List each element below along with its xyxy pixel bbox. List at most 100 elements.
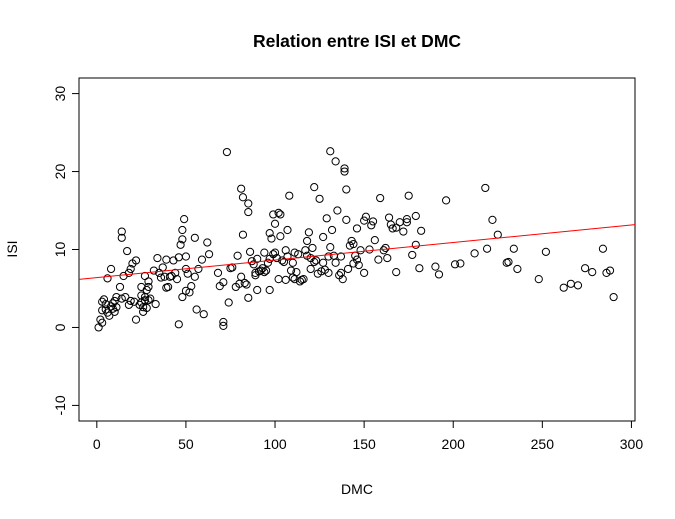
x-tick-label: 0 bbox=[93, 436, 101, 452]
x-tick-label: 200 bbox=[442, 436, 466, 452]
data-point bbox=[119, 271, 128, 281]
data-point bbox=[117, 227, 126, 236]
data-point bbox=[137, 282, 146, 292]
data-point bbox=[219, 278, 228, 287]
data-point bbox=[292, 268, 301, 277]
data-point bbox=[117, 294, 126, 303]
data-point bbox=[272, 253, 281, 263]
data-point bbox=[588, 268, 597, 277]
x-tick-label: 250 bbox=[531, 436, 555, 452]
data-point bbox=[488, 215, 497, 224]
data-point bbox=[172, 275, 182, 284]
data-point bbox=[158, 263, 167, 272]
data-point bbox=[541, 247, 550, 256]
data-point bbox=[581, 264, 590, 273]
data-point bbox=[192, 305, 201, 314]
data-point bbox=[450, 260, 460, 269]
data-point bbox=[331, 258, 340, 267]
data-point bbox=[260, 268, 269, 277]
data-point bbox=[178, 225, 187, 235]
data-point bbox=[224, 298, 233, 307]
data-point bbox=[493, 230, 502, 239]
data-point bbox=[144, 282, 153, 292]
data-point bbox=[402, 218, 411, 227]
data-point bbox=[117, 233, 126, 242]
data-point bbox=[110, 307, 119, 316]
data-point bbox=[310, 257, 319, 267]
data-point bbox=[162, 255, 171, 264]
data-point bbox=[278, 256, 287, 265]
data-point bbox=[326, 243, 335, 252]
data-point bbox=[144, 277, 153, 286]
data-point bbox=[276, 232, 285, 241]
data-point bbox=[352, 224, 362, 233]
x-axis: 0 50 100 150 200 250 300 bbox=[93, 420, 643, 452]
data-point bbox=[112, 303, 121, 312]
y-tick-label: 10 bbox=[52, 242, 68, 258]
data-point bbox=[404, 191, 413, 200]
data-point bbox=[509, 244, 518, 253]
data-point bbox=[417, 226, 426, 235]
x-tick-label: 100 bbox=[263, 436, 287, 452]
data-point bbox=[383, 253, 392, 263]
data-point bbox=[329, 251, 338, 260]
data-point bbox=[106, 264, 116, 274]
data-point bbox=[384, 213, 394, 222]
data-point bbox=[333, 206, 342, 215]
data-point bbox=[146, 294, 155, 303]
data-point bbox=[513, 264, 522, 274]
data-point bbox=[219, 317, 228, 327]
data-point bbox=[244, 199, 253, 208]
data-point bbox=[245, 247, 255, 256]
y-axis-label: ISI bbox=[4, 240, 20, 257]
data-point bbox=[240, 278, 249, 288]
data-point bbox=[311, 256, 321, 265]
data-point bbox=[115, 282, 125, 292]
data-point bbox=[187, 282, 196, 291]
data-point bbox=[434, 270, 444, 279]
data-point bbox=[140, 296, 150, 305]
data-point bbox=[374, 255, 383, 264]
data-point bbox=[283, 252, 292, 261]
data-point bbox=[98, 318, 107, 327]
data-point bbox=[105, 311, 114, 320]
data-point bbox=[340, 164, 349, 173]
data-point bbox=[176, 240, 185, 249]
data-point bbox=[470, 249, 479, 258]
data-point bbox=[262, 266, 271, 275]
data-point bbox=[153, 253, 162, 263]
data-point bbox=[559, 283, 568, 292]
data-point bbox=[238, 193, 248, 202]
data-point bbox=[190, 233, 199, 242]
data-point bbox=[123, 246, 132, 256]
data-point bbox=[356, 246, 365, 255]
data-point bbox=[331, 157, 340, 166]
data-point bbox=[324, 268, 333, 277]
data-point bbox=[124, 268, 133, 277]
data-point bbox=[415, 264, 424, 273]
data-point bbox=[319, 258, 328, 267]
data-point bbox=[256, 266, 265, 275]
chart-title: Relation entre ISI et DMC bbox=[253, 31, 461, 51]
data-point bbox=[336, 252, 346, 261]
data-point bbox=[324, 252, 333, 261]
data-point bbox=[504, 257, 513, 267]
y-tick-label: -10 bbox=[52, 395, 68, 415]
data-point bbox=[482, 244, 492, 253]
data-point bbox=[178, 235, 187, 244]
data-point bbox=[442, 196, 451, 205]
data-point bbox=[237, 272, 246, 281]
y-axis: -10 0 10 20 30 bbox=[52, 86, 80, 416]
data-point bbox=[197, 255, 207, 264]
data-point bbox=[244, 293, 253, 302]
data-point bbox=[219, 321, 228, 330]
data-point bbox=[322, 214, 331, 223]
data-point bbox=[110, 296, 119, 306]
data-point bbox=[151, 299, 160, 309]
data-point bbox=[343, 264, 353, 274]
data-point bbox=[379, 246, 388, 255]
data-point bbox=[180, 214, 189, 224]
data-point bbox=[260, 248, 269, 257]
data-point bbox=[360, 216, 369, 225]
data-point bbox=[388, 224, 397, 233]
